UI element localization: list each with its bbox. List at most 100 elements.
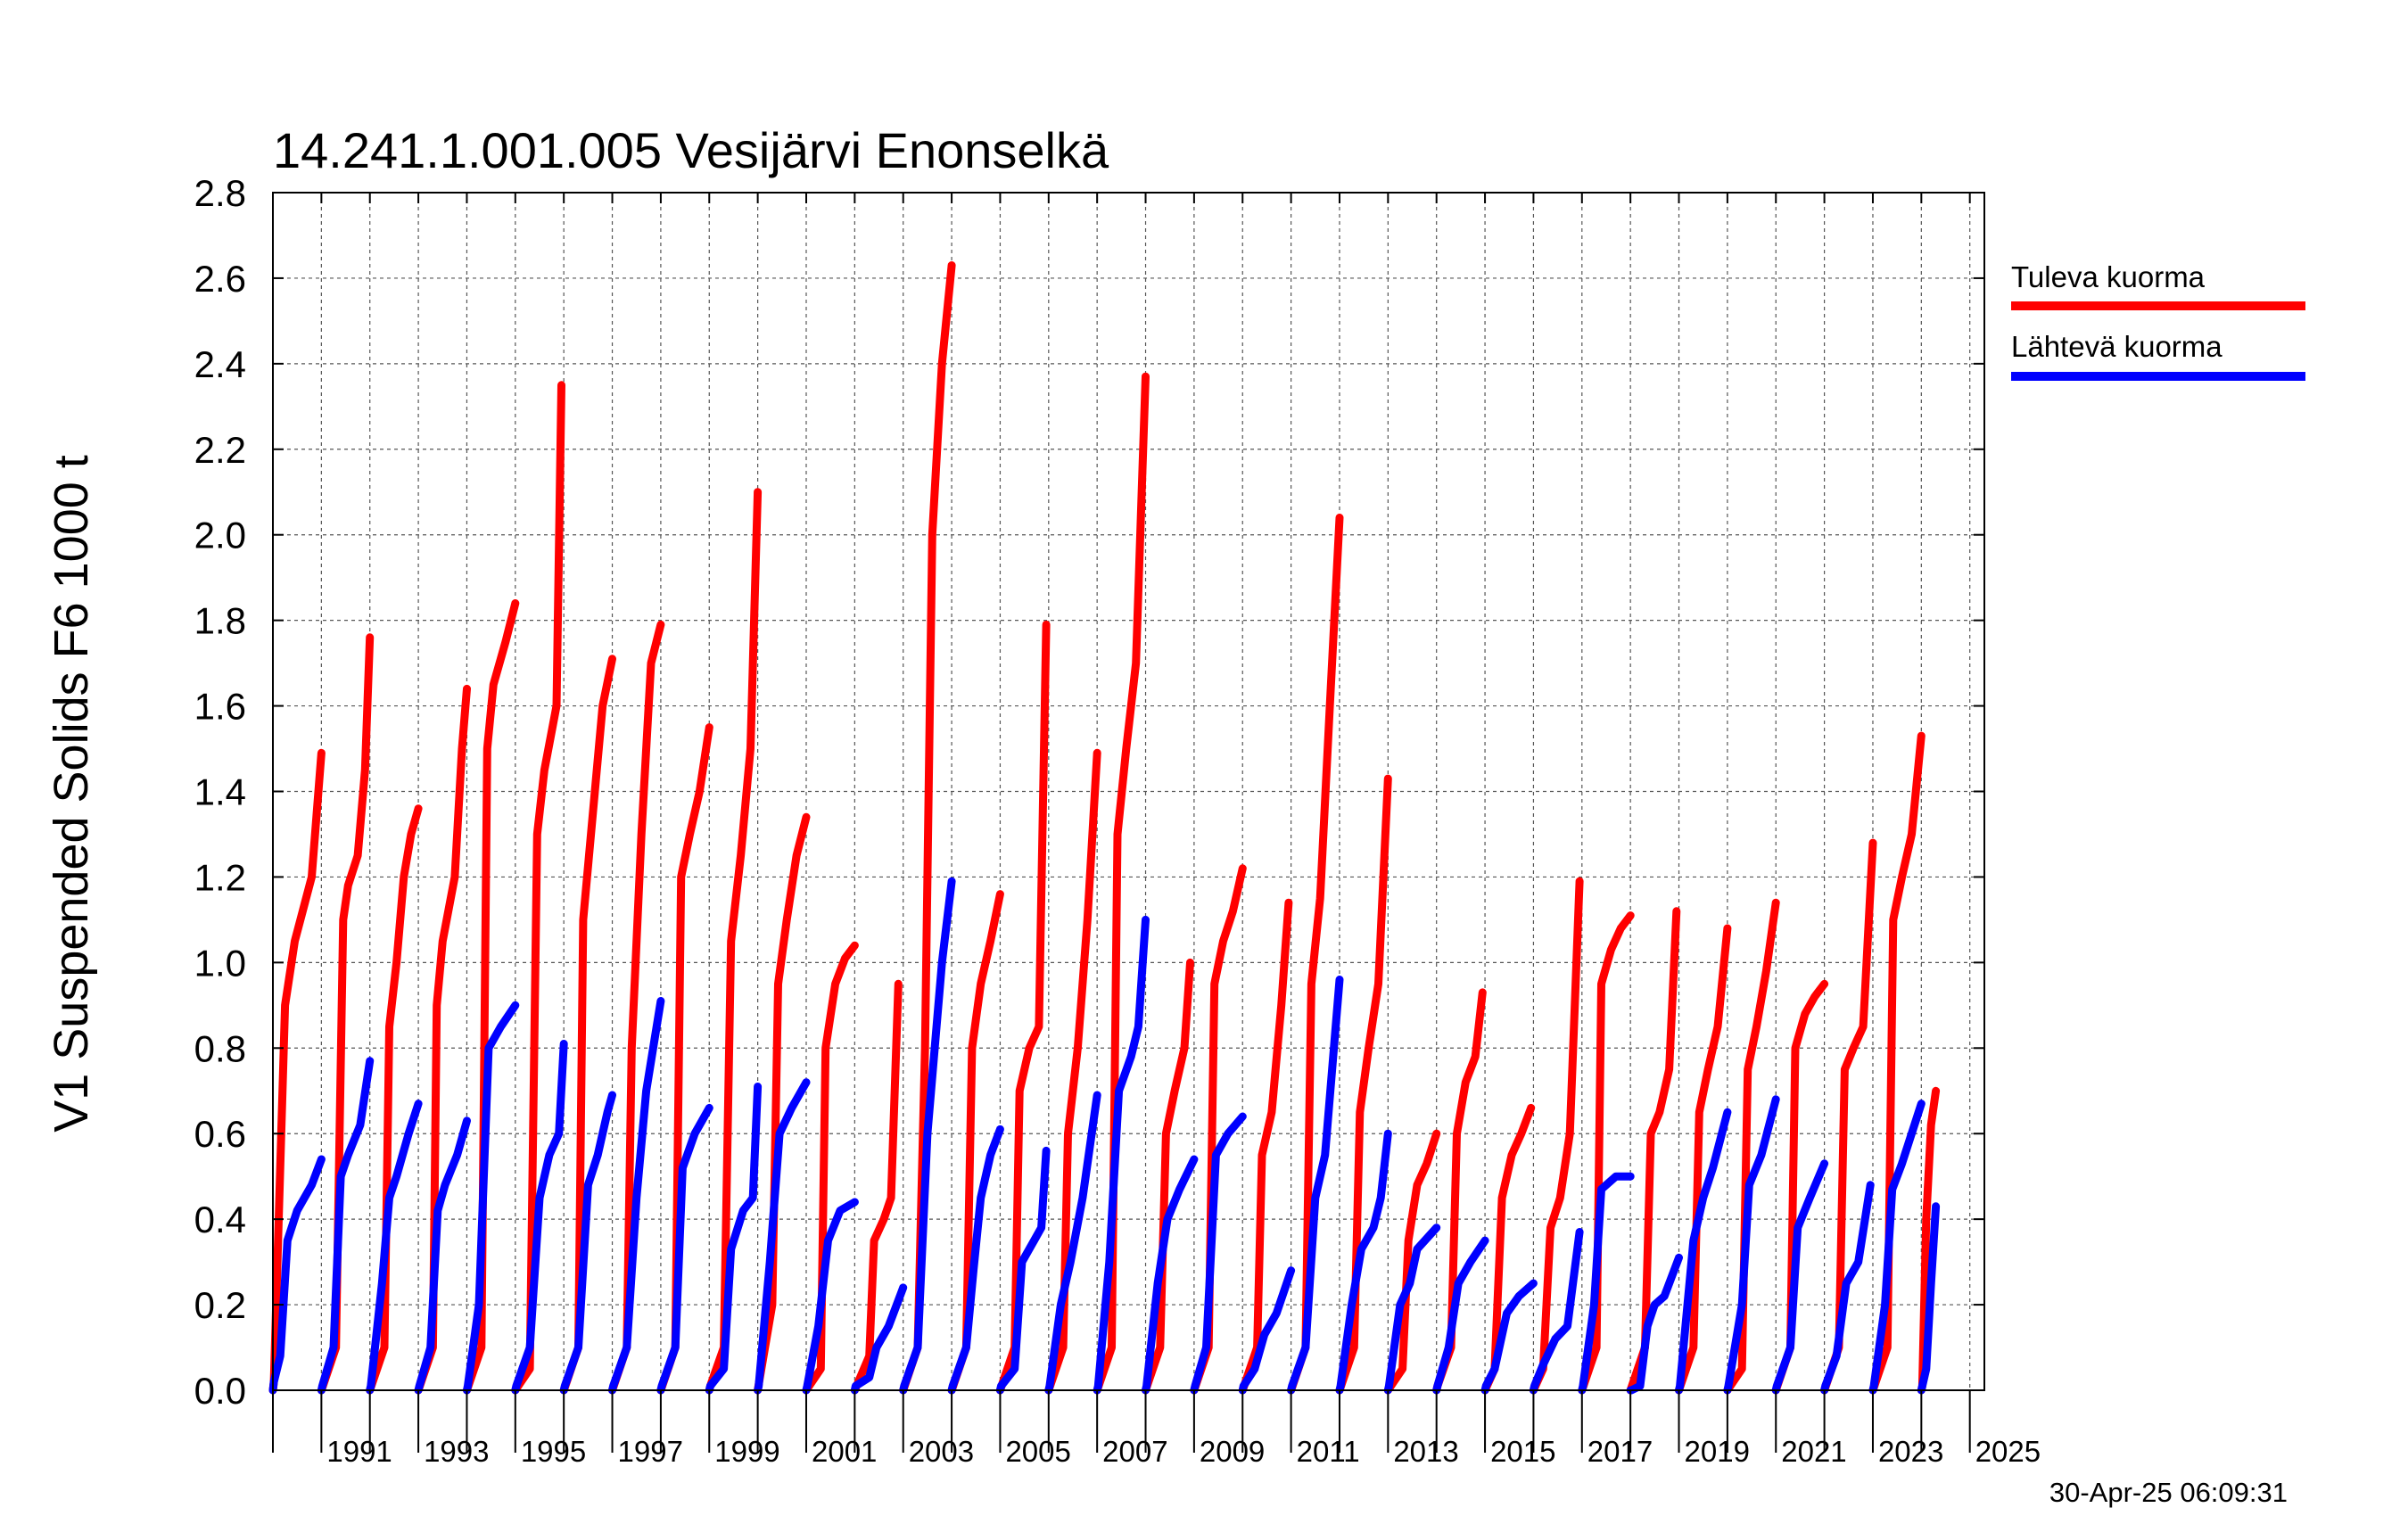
series-line-2020: [1723, 1095, 1780, 1395]
series-line-2007: [1093, 372, 1150, 1395]
series-line-2014: [1432, 1236, 1489, 1395]
series-line-2015: [1480, 1279, 1538, 1395]
series-line-1995: [511, 381, 565, 1395]
chart-title: 14.241.1.001.005 Vesijärvi Enonselkä: [273, 122, 1109, 178]
x-tick-label: 1995: [521, 1435, 586, 1468]
series-line-2024: [1917, 1202, 1941, 1395]
series-line-2009: [1190, 1112, 1247, 1395]
x-tick-label: 1993: [424, 1435, 489, 1468]
y-tick-label: 1.8: [194, 600, 246, 642]
series-line-1991: [317, 1057, 375, 1395]
y-tick-label: 2.2: [194, 429, 246, 471]
x-tick-label: 2017: [1587, 1435, 1653, 1468]
series-line-1994: [463, 1001, 520, 1395]
series-line-2011: [1287, 976, 1344, 1395]
x-tick-label: 2009: [1200, 1435, 1265, 1468]
timestamp: 30-Apr-25 06:09:31: [2049, 1477, 2288, 1508]
series-line-2013: [1383, 1129, 1441, 1395]
series-line-2012: [1335, 774, 1392, 1395]
series-line-2001: [802, 941, 859, 1395]
y-tick-label: 0.0: [194, 1370, 246, 1412]
series-line-1990: [268, 1155, 326, 1395]
series-line-1991: [317, 633, 375, 1395]
series-line-2013: [1383, 1224, 1441, 1395]
series-line-2010: [1238, 1266, 1296, 1395]
series-line-1995: [511, 1040, 568, 1395]
series-line-1997: [608, 997, 665, 1395]
series-line-2022: [1820, 1181, 1875, 1395]
series-line-1998: [656, 723, 713, 1395]
x-tick-label: 2013: [1393, 1435, 1458, 1468]
series-line-2000: [754, 1078, 811, 1395]
series-line-2017: [1578, 1172, 1635, 1395]
y-tick-label: 0.6: [194, 1113, 246, 1155]
y-tick-label: 2.8: [194, 172, 246, 214]
legend: Tuleva kuorma Lähtevä kuorma: [2011, 260, 2305, 381]
series-line-1994: [463, 599, 520, 1395]
series-line-2001: [802, 1198, 859, 1395]
series-layer: [268, 261, 1941, 1395]
series-line-2014: [1432, 988, 1487, 1395]
series-line-1992: [366, 804, 423, 1395]
series-line-2022: [1820, 838, 1877, 1395]
series-line-2015: [1480, 1103, 1536, 1395]
x-tick-label: 2007: [1102, 1435, 1167, 1468]
y-axis: 0.0 0.2 0.4 0.6 0.8 1.0 1.2 1.4 1.6 1.8 2.0 2.2 2.4 2…: [194, 172, 1984, 1412]
x-tick-label: 1999: [714, 1435, 779, 1468]
x-tick-label: 2023: [1878, 1435, 1943, 1468]
x-tick-label: 2021: [1781, 1435, 1846, 1468]
series-line-2008: [1142, 958, 1194, 1395]
series-line-2016: [1529, 1228, 1584, 1395]
series-line-1992: [366, 1100, 423, 1395]
legend-label-lahteva: Lähtevä kuorma: [2011, 330, 2222, 363]
series-line-1993: [414, 684, 471, 1395]
series-line-1996: [559, 1091, 616, 1395]
series-line-2002: [850, 1283, 908, 1395]
series-line-2012: [1335, 1129, 1392, 1395]
y-tick-label: 1.0: [194, 942, 246, 984]
y-tick-label: 1.2: [194, 856, 246, 898]
series-line-1999: [705, 1083, 763, 1395]
x-tick-label: 2005: [1005, 1435, 1070, 1468]
x-tick-label: 2003: [909, 1435, 974, 1468]
x-tick-label: 2015: [1490, 1435, 1555, 1468]
x-tick-label: 1997: [618, 1435, 683, 1468]
legend-label-tuleva: Tuleva kuorma: [2011, 260, 2206, 293]
series-line-1998: [656, 1103, 713, 1395]
x-tick-label: 2019: [1685, 1435, 1750, 1468]
series-line-2019: [1675, 924, 1732, 1395]
x-tick-label: 2025: [1975, 1435, 2041, 1468]
series-line-1993: [414, 1116, 471, 1395]
y-axis-label: V1 Suspended Solids F6 1000 t: [45, 455, 98, 1133]
series-line-2017: [1578, 911, 1635, 1395]
series-line-2000: [754, 812, 811, 1395]
series-tuleva-kuorma: [268, 261, 1941, 1395]
y-tick-label: 0.4: [194, 1199, 246, 1240]
series-lahteva-kuorma: [268, 877, 1941, 1395]
y-tick-label: 1.4: [194, 771, 246, 813]
y-tick-label: 2.4: [194, 343, 246, 385]
series-line-2023: [1868, 731, 1926, 1395]
series-line-2019: [1675, 1108, 1732, 1395]
x-tick-label: 2011: [1297, 1435, 1360, 1468]
y-tick-label: 1.6: [194, 686, 246, 728]
series-line-2006: [1044, 748, 1101, 1395]
series-line-2006: [1044, 1091, 1101, 1395]
series-line-2020: [1723, 898, 1780, 1395]
series-line-2023: [1868, 1100, 1926, 1395]
y-tick-label: 2.6: [194, 258, 246, 300]
series-line-1997: [608, 620, 665, 1395]
series-line-2002: [850, 979, 903, 1395]
x-tick-label: 1991: [326, 1435, 392, 1468]
x-axis: 1991 1993 1995 1997 1999 2001 2003 2005 2007 2009…: [272, 193, 2041, 1468]
series-line-2021: [1771, 1159, 1829, 1395]
series-line-1996: [559, 655, 616, 1395]
series-line-2007: [1093, 915, 1150, 1395]
x-tick-label: 2001: [812, 1435, 877, 1468]
series-line-2008: [1142, 1155, 1199, 1395]
y-tick-label: 2.0: [194, 515, 246, 556]
series-line-2005: [995, 1146, 1051, 1395]
series-line-2003: [899, 877, 956, 1395]
y-tick-label: 0.2: [194, 1284, 246, 1326]
